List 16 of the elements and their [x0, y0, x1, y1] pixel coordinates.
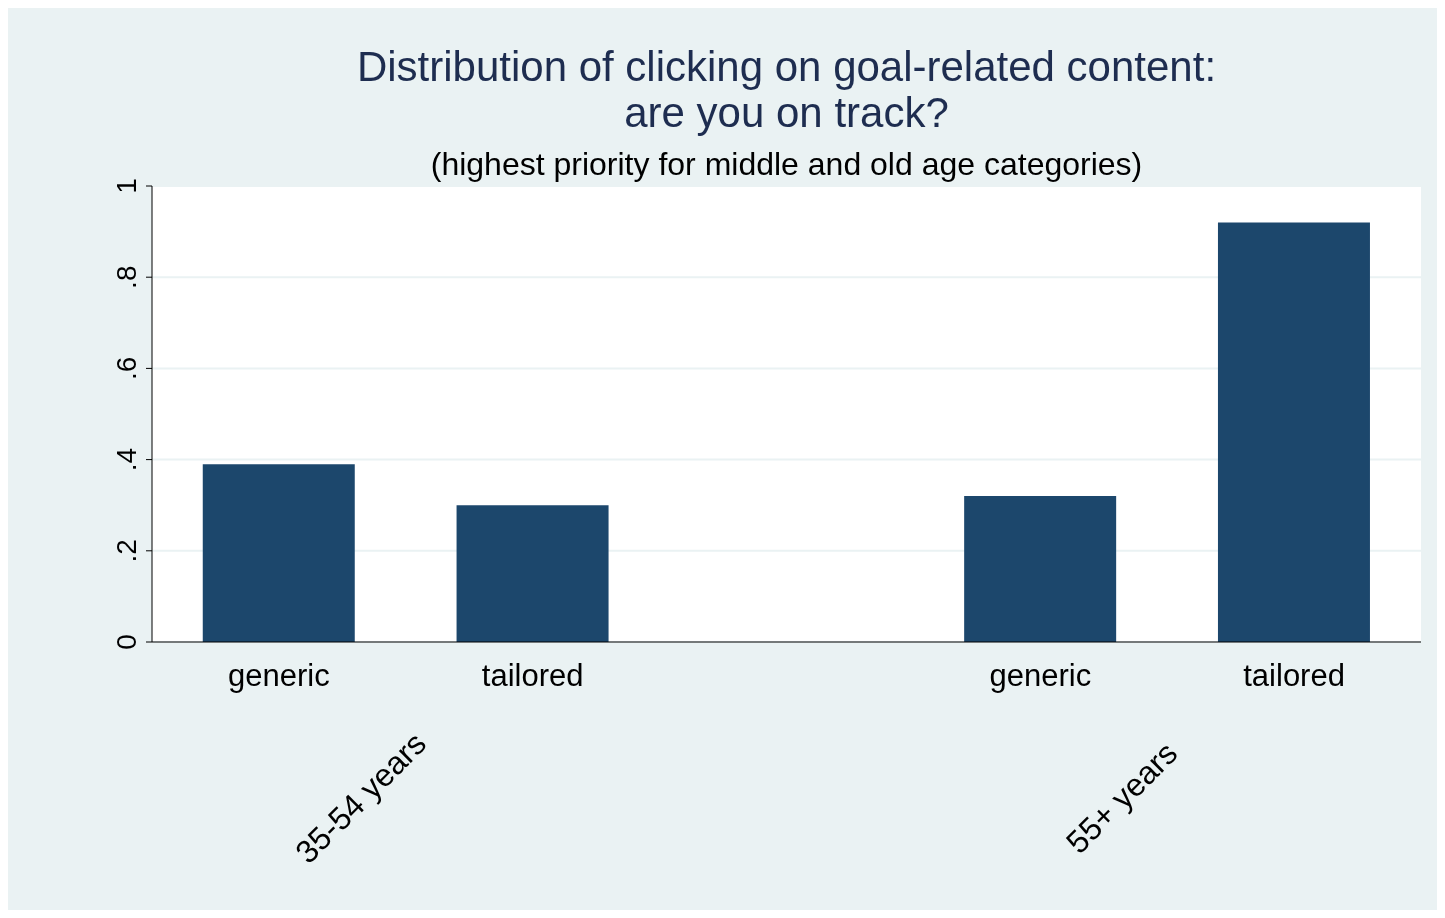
bar	[964, 496, 1117, 642]
y-tick-label: 0	[111, 634, 142, 650]
bar	[1217, 222, 1370, 642]
y-tick-label: .4	[111, 447, 142, 472]
y-tick-label: .8	[111, 265, 142, 289]
x-tick-label: tailored	[1243, 658, 1345, 694]
bar	[456, 505, 609, 642]
x-tick-label: tailored	[481, 658, 584, 694]
y-tick-label: 1	[111, 178, 142, 194]
chart-title: Distribution of clicking on goal-related content: are you on track?	[355, 43, 1218, 136]
x-tick-label: generic	[228, 658, 330, 694]
chart-subtitle: (highest priority for middle and old age categories)	[429, 146, 1144, 183]
y-tick-label: .2	[111, 539, 142, 563]
bar	[202, 464, 355, 642]
x-tick-label: generic	[989, 658, 1092, 694]
y-tick-label: .6	[111, 356, 142, 381]
